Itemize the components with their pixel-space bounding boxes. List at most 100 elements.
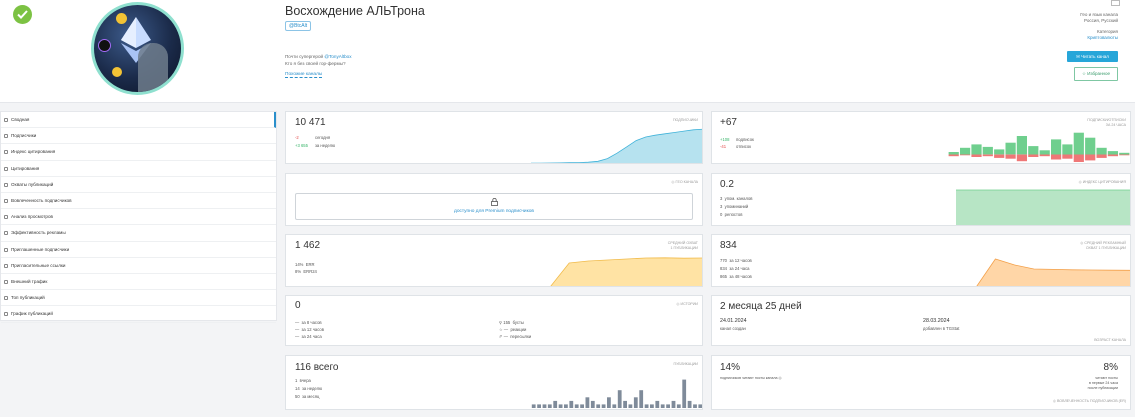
bar	[660, 404, 665, 408]
premium-link[interactable]: доступно для Premium подписчиков	[454, 209, 534, 214]
views-icon	[4, 215, 8, 220]
ad-reach-chart	[976, 258, 1130, 286]
subscriptions-chart	[948, 132, 1130, 162]
engagement-tag: ◎ вовлеченность подписчиков (ER)	[1052, 399, 1126, 403]
sidebar-item[interactable]: Индекс цитирования	[1, 144, 276, 161]
premium-locked-box[interactable]: доступно для Premium подписчиков	[295, 193, 693, 220]
stories-row-label: за 12 часов	[301, 327, 324, 332]
sidebar-item[interactable]: Топ публикаций	[1, 290, 276, 307]
sidebar-item[interactable]: Внешний трафик	[1, 274, 276, 291]
info-icon[interactable]: ◎	[778, 376, 782, 380]
posts-row: 14 за неделю	[295, 386, 322, 391]
citation-row: 0 репостов	[720, 212, 742, 217]
sidebar-item[interactable]: Анализ просмотров	[1, 209, 276, 226]
stories-row: — за 8 часов	[295, 320, 322, 325]
subscriptions-value: +67	[720, 117, 737, 128]
citation-row-value: 0	[720, 212, 723, 217]
link-icon	[4, 263, 8, 268]
forwards-value: —	[503, 334, 508, 339]
sidebar-item[interactable]: Подписчики	[1, 128, 276, 145]
citation-card[interactable]: 0.2 ◎ индекс цитирования 3 упом. каналов…	[711, 173, 1131, 226]
reactions-value: —	[503, 327, 509, 332]
bar	[531, 404, 536, 408]
description-text-line2: Кто я без своей гор-фермы?	[285, 61, 346, 66]
ads-icon	[4, 231, 8, 236]
ad-reach-row: 834 за 24 часа	[720, 266, 750, 271]
bar-unsubscribed	[1119, 154, 1130, 156]
read-channel-button[interactable]: ✉ Читать канал	[1067, 51, 1118, 62]
similar-channels-link[interactable]: Похожие каналы	[285, 72, 323, 78]
engagement-label: подписчиков читают посты канала ◎	[720, 376, 782, 380]
description-mention-link[interactable]: @TonyAltbox	[324, 54, 352, 59]
bar	[547, 404, 552, 408]
subs-value: +108	[720, 137, 730, 142]
sidebar-item[interactable]: Охваты публикаций	[1, 177, 276, 193]
created-label: канал создан	[720, 326, 746, 331]
area-fill	[956, 190, 1130, 225]
posts-row: 50 за месяц	[295, 394, 319, 399]
ad-reach-card[interactable]: 834 ◎ средний рекламный охват 1 публикаци…	[711, 234, 1131, 287]
sidebar-item-label: Эффективность рекламы	[11, 230, 66, 236]
stories-tag-label: истории	[680, 302, 698, 306]
sidebar-item-label: Индекс цитирования	[11, 149, 56, 155]
stories-row-label: за 8 часов	[301, 320, 322, 325]
sidebar-item[interactable]: Пригласительные ссылки	[1, 258, 276, 274]
bar-subscribed	[960, 147, 971, 155]
subscriptions-card[interactable]: +67 подписки/отписки за 24 часа +108 подп…	[711, 111, 1131, 164]
bar	[698, 404, 702, 408]
citation-row-label: упоминаний	[724, 204, 749, 209]
geo-card[interactable]: ◎ гео канала доступно для Premium подпис…	[285, 173, 703, 226]
subscriptions-tag: подписки/отписки за 24 часа	[1087, 118, 1126, 128]
sidebar-item[interactable]: Сводная	[1, 112, 276, 129]
bar	[564, 404, 568, 408]
ad-reach-tag-line2: охват 1 публикации	[1085, 246, 1126, 250]
sidebar-item[interactable]: Приглашенные подписчики	[1, 242, 276, 258]
channel-age-card[interactable]: 2 месяца 25 дней 24.01.2024 канал создан…	[711, 295, 1131, 346]
posts-card[interactable]: 116 всего публикации 1 вчера 14 за недел…	[285, 355, 703, 410]
added-label: добавлен в TGStat	[923, 326, 960, 331]
bar-unsubscribed	[1005, 154, 1016, 159]
bar	[612, 404, 617, 408]
bar	[596, 404, 601, 408]
today-label: сегодня	[315, 135, 331, 140]
subscriptions-tag-line2: за 24 часа	[1105, 123, 1126, 127]
read-channel-label: Читать канал	[1081, 54, 1109, 59]
sidebar-item[interactable]: Вовлеченность подписчиков	[1, 193, 276, 210]
sidebar-item-label: Подписчики	[11, 133, 37, 139]
channel-title: Восхождение АЛЬТрона	[285, 4, 425, 18]
engagement-24h-label: читают посты в первые 24 часа после публ…	[1088, 376, 1118, 391]
citation-row: 3 упоминаний	[720, 204, 748, 209]
channel-handle-link[interactable]: @BtcAlt	[285, 21, 312, 31]
verified-badge-icon	[13, 5, 32, 24]
reach-card[interactable]: 1 462 средний охват 1 публикации 14% ERR …	[285, 234, 703, 287]
forwards-label: пересылки	[510, 334, 532, 339]
subscribers-value: 10 471	[295, 117, 326, 128]
bar-unsubscribed	[1016, 154, 1027, 162]
boosts-label: бусты	[512, 320, 524, 325]
citation-row-value: 3	[720, 196, 723, 201]
err-row: 14% ERR	[295, 262, 315, 267]
series-line	[976, 258, 1130, 286]
favorite-button[interactable]: ☆ Избранное	[1074, 67, 1118, 81]
ad-reach-row: 865 за 48 часов	[720, 274, 752, 279]
category-link[interactable]: Криптовалюты	[1087, 35, 1118, 40]
ad-reach-row-label: за 24 часа	[729, 266, 750, 271]
sidebar-item-label: График публикаций	[11, 311, 53, 317]
posts-tag: публикации	[673, 362, 698, 366]
bar	[633, 397, 638, 408]
sidebar-item[interactable]: Цитирования	[1, 161, 276, 177]
stories-row-value: —	[295, 334, 300, 339]
posts-row: 1 вчера	[295, 378, 311, 383]
sidebar-item-label: Внешний трафик	[11, 279, 48, 284]
citation-row-value: 3	[720, 204, 723, 209]
sidebar-item[interactable]: График публикаций	[1, 306, 276, 323]
engagement-card[interactable]: 14% подписчиков читают посты канала ◎ 8%…	[711, 355, 1131, 410]
stories-card[interactable]: 0 ◎ истории — за 8 часов — за 12 часов —…	[285, 295, 703, 346]
bar-unsubscribed	[1051, 154, 1062, 160]
collapse-button[interactable]	[1111, 0, 1120, 6]
sidebar-item[interactable]: Эффективность рекламы	[1, 225, 276, 242]
astronaut-figure	[138, 43, 168, 92]
subscribers-card[interactable]: 10 471 подписчики -2 сегодня +3 655 за н…	[285, 111, 703, 164]
posts-value: 116 всего	[295, 362, 339, 373]
bar-unsubscribed	[1107, 154, 1118, 157]
